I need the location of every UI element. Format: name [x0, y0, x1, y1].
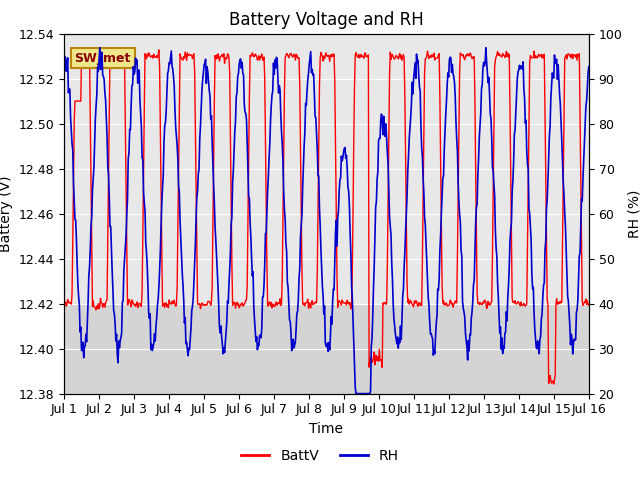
Text: SW_met: SW_met [74, 51, 131, 65]
BattV [60, 299, 68, 304]
Title: Battery Voltage and RH: Battery Voltage and RH [229, 11, 424, 29]
BattV [406, 299, 414, 305]
RH [407, 114, 415, 120]
BattV [391, 56, 399, 62]
RH [392, 331, 399, 336]
X-axis label: Time: Time [309, 422, 344, 436]
BattV [70, 176, 77, 182]
BattV [550, 381, 557, 387]
BattV [124, 302, 131, 308]
Line: RH: RH [64, 48, 589, 394]
RH [585, 64, 593, 70]
RH [70, 180, 77, 186]
Y-axis label: RH (%): RH (%) [628, 190, 640, 238]
RH [205, 87, 213, 93]
BattV [178, 55, 186, 61]
RH [124, 156, 132, 161]
RH [178, 255, 186, 261]
Y-axis label: Battery (V): Battery (V) [0, 175, 13, 252]
RH [60, 72, 68, 78]
BattV [205, 299, 213, 304]
RH [352, 391, 360, 396]
BattV [585, 302, 593, 308]
Legend: BattV, RH: BattV, RH [236, 443, 404, 468]
RH [96, 45, 104, 50]
Line: BattV: BattV [64, 50, 589, 384]
BattV [155, 47, 163, 53]
Bar [64, 303, 589, 394]
